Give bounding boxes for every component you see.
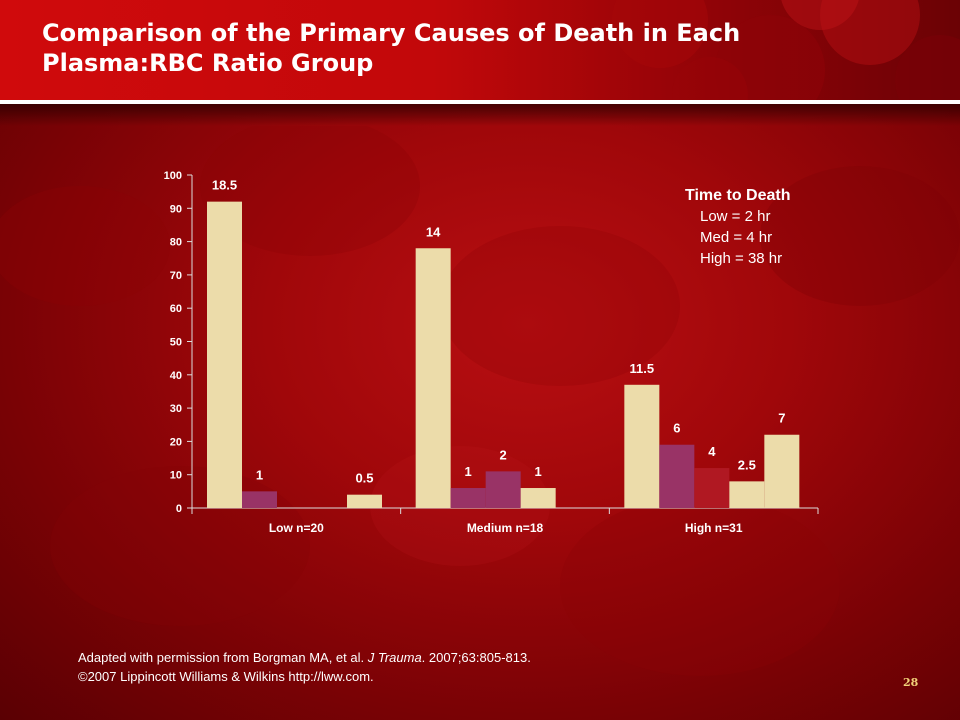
bar-data-label: 1	[535, 464, 542, 479]
bar-data-label: 11.5	[630, 361, 655, 376]
bar	[694, 468, 730, 508]
bar-data-label: 18.5	[212, 178, 237, 193]
time-to-death-low: Low = 2 hr	[700, 208, 771, 225]
bar	[520, 488, 556, 508]
bar	[450, 488, 486, 508]
y-tick-label: 60	[170, 303, 182, 315]
y-tick-label: 100	[164, 170, 182, 182]
y-tick-label: 90	[170, 203, 182, 215]
bar	[729, 481, 765, 508]
y-tick-label: 80	[170, 237, 182, 249]
bar	[415, 248, 451, 508]
bar	[485, 471, 521, 508]
bar-data-label: 6	[673, 421, 680, 436]
bar	[659, 444, 695, 508]
x-category-label: Low n=20	[269, 521, 324, 535]
chart-bars	[207, 201, 800, 508]
bar-data-label: 4	[708, 444, 716, 459]
time-to-death-title: Time to Death	[685, 187, 791, 204]
background-blood-cells	[0, 126, 960, 676]
page-number: 28	[903, 676, 919, 689]
x-category-label: Medium n=18	[467, 521, 544, 535]
citation-line-2: ©2007 Lippincott Williams & Wilkins http…	[78, 669, 374, 684]
citation-prefix: Adapted with permission from Borgman MA,…	[78, 650, 368, 665]
y-tick-label: 20	[170, 436, 182, 448]
citation-line-1: Adapted with permission from Borgman MA,…	[78, 648, 778, 667]
bar	[347, 494, 382, 508]
header-shadow	[0, 104, 960, 126]
citation: Adapted with permission from Borgman MA,…	[78, 648, 778, 686]
y-tick-label: 10	[170, 470, 182, 482]
bar	[764, 434, 800, 508]
bar-data-label: 2.5	[738, 457, 756, 472]
bar-data-label: 1	[256, 467, 263, 482]
y-tick-label: 40	[170, 370, 182, 382]
citation-suffix: . 2007;63:805-813.	[421, 650, 531, 665]
y-tick-label: 30	[170, 403, 182, 415]
citation-journal: J Trauma	[367, 650, 422, 665]
slide-header	[0, 0, 960, 100]
header-divider	[0, 100, 960, 104]
y-tick-label: 50	[170, 337, 182, 349]
bar	[207, 201, 242, 508]
slide-title: Comparison of the Primary Causes of Deat…	[42, 19, 741, 77]
bar-data-label: 7	[778, 411, 785, 426]
x-category-label: High n=31	[685, 521, 743, 535]
header-blood-cells-decoration	[612, 0, 960, 100]
time-to-death-high: High = 38 hr	[700, 250, 783, 267]
y-tick-label: 0	[176, 503, 182, 515]
time-to-death-med: Med = 4 hr	[700, 229, 773, 246]
bar-data-label: 14	[426, 224, 441, 239]
time-to-death-box: Time to Death Low = 2 hr Med = 4 hr High…	[685, 185, 885, 269]
bar	[242, 491, 277, 508]
y-tick-label: 70	[170, 270, 182, 282]
bar-data-label: 0.5	[355, 471, 373, 486]
bar-data-label: 2	[500, 447, 507, 462]
bar	[624, 384, 660, 508]
bar-data-label: 1	[465, 464, 472, 479]
